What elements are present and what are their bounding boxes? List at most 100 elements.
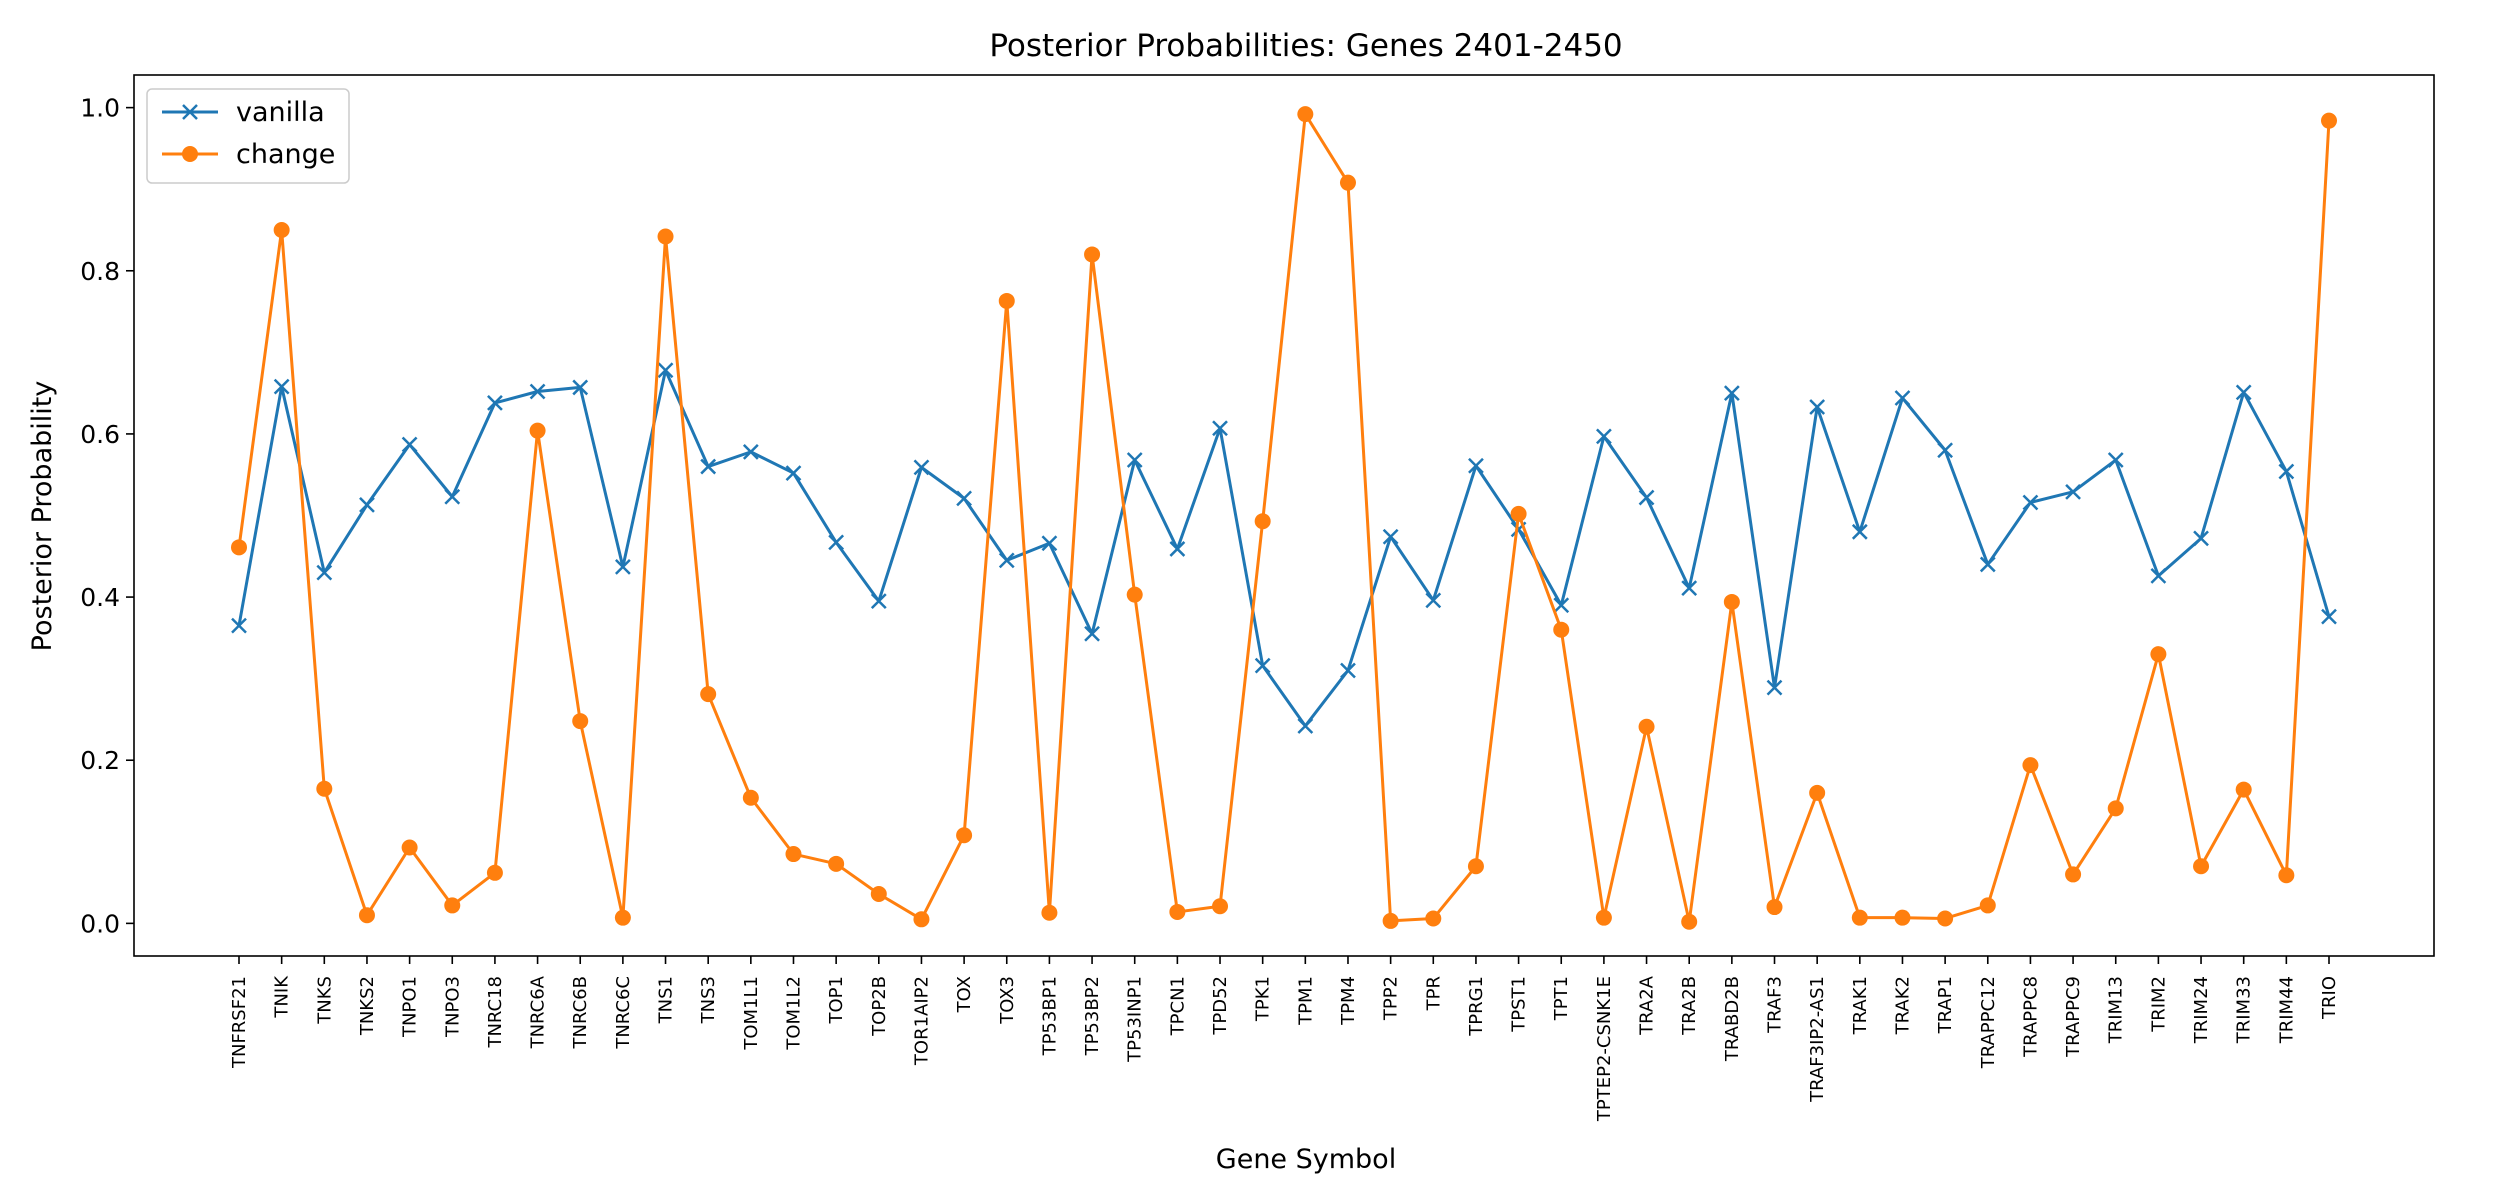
x-tick-label: TRAF3	[1765, 976, 1786, 1034]
change-point	[1851, 909, 1868, 926]
change-point	[1169, 903, 1186, 920]
x-tick-label: TOP1	[826, 976, 847, 1024]
x-tick-label: TPTEP2-CSNK1E	[1594, 976, 1615, 1122]
y-tick-label: 0.0	[80, 909, 120, 938]
x-tick-label: TNS1	[656, 976, 677, 1024]
x-tick-label: TRAK1	[1850, 976, 1871, 1035]
x-tick-label: TRIO	[2319, 976, 2340, 1020]
change-point	[2235, 781, 2252, 798]
x-tick-label: TRAPPC12	[1978, 976, 1999, 1069]
change-point	[444, 897, 461, 914]
vanilla-point	[529, 383, 546, 400]
vanilla-point	[785, 465, 802, 481]
change-point	[1894, 909, 1911, 926]
x-tick-label: TRIM13	[2106, 976, 2127, 1044]
x-tick-label: TRIM24	[2191, 976, 2212, 1044]
change-point	[1595, 909, 1612, 926]
y-tick-label: 0.2	[80, 746, 120, 775]
x-tick-label: TOM1L2	[783, 976, 804, 1051]
change-point	[1425, 910, 1442, 927]
x-tick-label: TRAK2	[1892, 976, 1913, 1035]
vanilla-point	[1809, 399, 1826, 415]
vanilla-point	[700, 458, 717, 475]
x-tick-label: TNFRSF21	[229, 976, 250, 1069]
change-point	[742, 789, 759, 806]
x-tick-label: TNRC18	[485, 976, 506, 1049]
change-point	[1510, 505, 1527, 522]
change-point	[1382, 912, 1399, 929]
change-point	[273, 221, 290, 238]
x-tick-label: TPK1	[1253, 976, 1274, 1022]
x-tick-label: TNRC6C	[613, 976, 634, 1050]
vanilla-point	[401, 436, 418, 453]
change-point	[913, 911, 930, 928]
plot-frame	[133, 74, 2435, 957]
x-tick-label: TRIM33	[2234, 976, 2255, 1044]
x-tick-label: TPCN1	[1167, 976, 1188, 1036]
change-point	[1937, 910, 1954, 927]
vanilla-point	[273, 378, 290, 395]
y-tick-label: 0.8	[80, 257, 120, 286]
vanilla-point	[1681, 580, 1698, 596]
change-point	[1467, 858, 1484, 875]
x-tick-label: TNS3	[698, 976, 719, 1024]
vanilla-point	[1766, 679, 1783, 696]
vanilla-point	[1126, 452, 1143, 468]
x-tick-label: TRAPPC8	[2020, 976, 2041, 1058]
vanilla-point	[742, 443, 759, 460]
change-point	[1766, 899, 1783, 916]
y-tick-label: 1.0	[80, 94, 120, 123]
vanilla-point	[2065, 483, 2081, 500]
vanilla-point	[231, 617, 247, 634]
change-point	[2065, 866, 2082, 883]
vanilla-point	[487, 395, 503, 411]
change-point	[1212, 898, 1229, 915]
plot-area	[231, 106, 2337, 930]
change-point	[1339, 174, 1356, 191]
change-point	[1723, 593, 1740, 610]
change-point	[657, 228, 674, 245]
x-tick-label: TP53BP1	[1039, 976, 1060, 1056]
change-point	[700, 686, 717, 703]
x-tick-label: TRIM2	[2148, 976, 2169, 1033]
vanilla-point	[1297, 718, 1314, 734]
vanilla-point	[998, 552, 1015, 569]
series-vanilla	[231, 362, 2337, 734]
vanilla-point	[1340, 662, 1356, 679]
x-tick-label: TRA2B	[1679, 976, 1700, 1036]
x-tick-label: TPM1	[1295, 976, 1316, 1026]
x-tick-label: TNRC6A	[528, 975, 549, 1049]
change-point	[486, 864, 503, 881]
vanilla-point	[956, 490, 972, 507]
change-point	[1126, 586, 1143, 603]
vanilla-point	[1169, 541, 1186, 557]
x-tick-label: TOP2B	[869, 976, 890, 1037]
change-point	[358, 907, 375, 924]
change-point	[1638, 718, 1655, 735]
change-point	[2193, 858, 2210, 875]
vanilla-point	[1723, 385, 1740, 402]
change-line	[237, 112, 2331, 924]
y-axis-label: Posterior Probability	[27, 381, 58, 652]
vanilla-point	[1596, 428, 1612, 445]
change-point	[316, 780, 333, 797]
x-axis-label: Gene Symbol	[1216, 1144, 1396, 1175]
vanilla-point	[444, 488, 461, 505]
vanilla-point	[1425, 592, 1442, 609]
change-point	[2150, 646, 2167, 663]
series-change	[231, 106, 2337, 930]
x-tick-label: TRAP1	[1935, 976, 1956, 1034]
vanilla-point	[614, 559, 631, 575]
change-point	[1681, 913, 1698, 930]
vanilla-point	[2150, 567, 2167, 584]
y-axis: 0.0 0.2 0.4 0.6 0.8 1.0	[80, 94, 134, 938]
legend: vanilla change	[146, 88, 350, 184]
change-point	[1041, 904, 1058, 921]
x-tick-label: TRAF3IP2-AS1	[1807, 976, 1828, 1103]
x-tick-label: TOX3	[997, 976, 1018, 1025]
vanilla-point	[1254, 657, 1271, 674]
x-tick-label: TNPO1	[400, 976, 421, 1038]
change-point	[1553, 621, 1570, 638]
x-tick-label: TPR	[1423, 976, 1444, 1011]
